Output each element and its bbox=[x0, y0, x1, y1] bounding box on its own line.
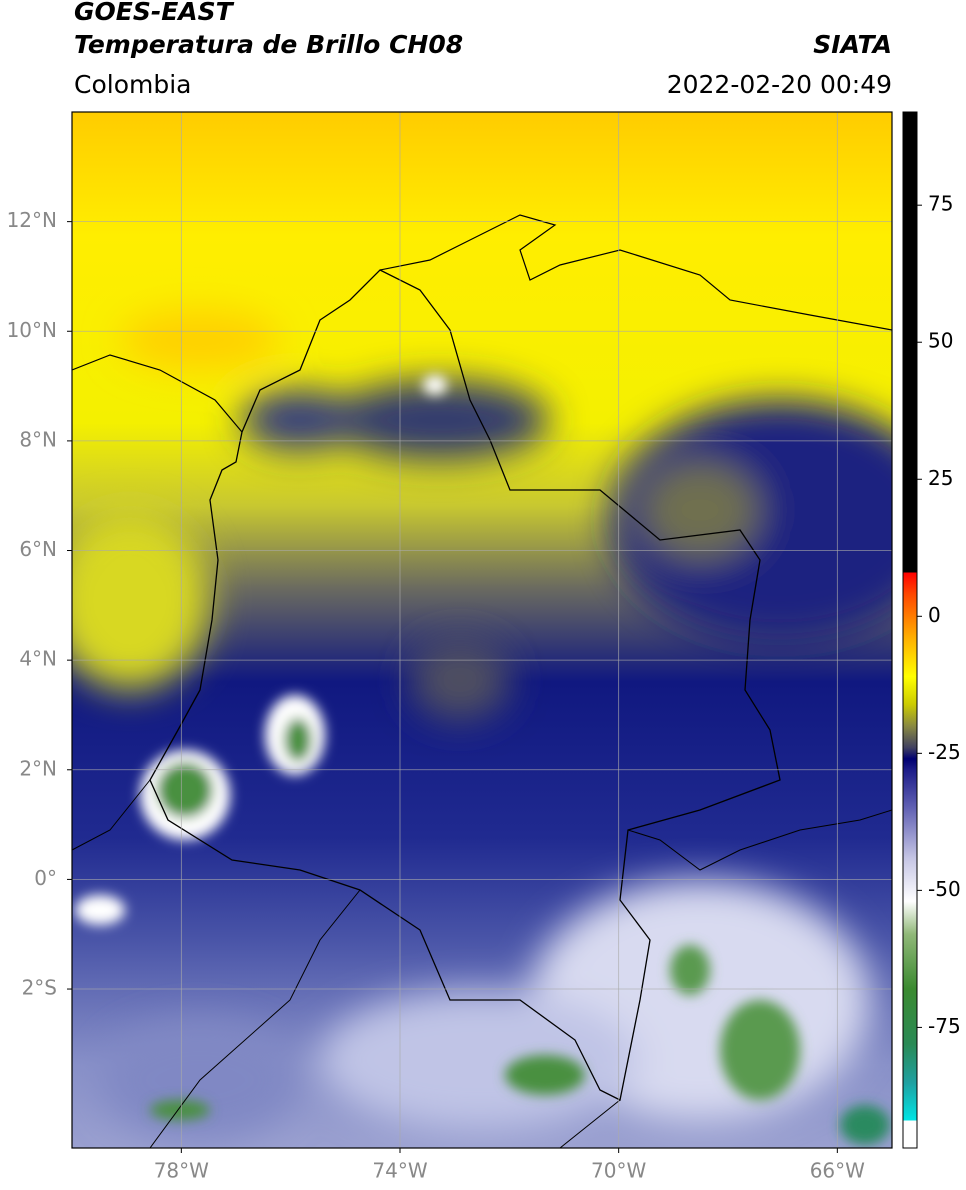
region: Colombia bbox=[74, 70, 191, 99]
country-border bbox=[149, 269, 781, 1101]
colorbar-tick-label: 25 bbox=[928, 466, 953, 490]
datetime: 2022-02-20 00:49 bbox=[667, 70, 892, 99]
lon-tick-label: 74°W bbox=[372, 1159, 427, 1183]
lat-tick-label: 2°S bbox=[22, 976, 57, 1000]
lat-tick-label: 6°N bbox=[19, 537, 57, 561]
lat-tick-label: 10°N bbox=[7, 318, 57, 342]
subtitle: Temperatura de Brillo CH08 bbox=[74, 30, 463, 59]
colorbar bbox=[902, 111, 918, 1149]
colorbar-tick-label: 0 bbox=[928, 603, 941, 627]
map-frame bbox=[71, 111, 893, 1149]
lon-tick-label: 70°W bbox=[591, 1159, 646, 1183]
lat-tick-label: 4°N bbox=[19, 647, 57, 671]
lat-tick-label: 12°N bbox=[7, 208, 57, 232]
neighbor-border bbox=[72, 779, 892, 1148]
lon-tick-label: 78°W bbox=[154, 1159, 209, 1183]
colorbar-tick-label: 75 bbox=[928, 192, 953, 216]
lat-tick-label: 0° bbox=[34, 866, 57, 890]
coastline bbox=[72, 214, 892, 433]
lat-tick-label: 2°N bbox=[19, 756, 57, 780]
colorbar-tick-label: -75 bbox=[928, 1014, 961, 1038]
title: GOES-EAST bbox=[74, 0, 235, 26]
colorbar-tick-label: 50 bbox=[928, 329, 953, 353]
lat-tick-label: 8°N bbox=[19, 427, 57, 451]
colorbar-tick-label: -25 bbox=[928, 740, 961, 764]
colorbar-tick-label: -50 bbox=[928, 877, 961, 901]
satellite-image bbox=[72, 112, 892, 1148]
agency: SIATA bbox=[813, 30, 892, 59]
lon-tick-label: 66°W bbox=[810, 1159, 865, 1183]
